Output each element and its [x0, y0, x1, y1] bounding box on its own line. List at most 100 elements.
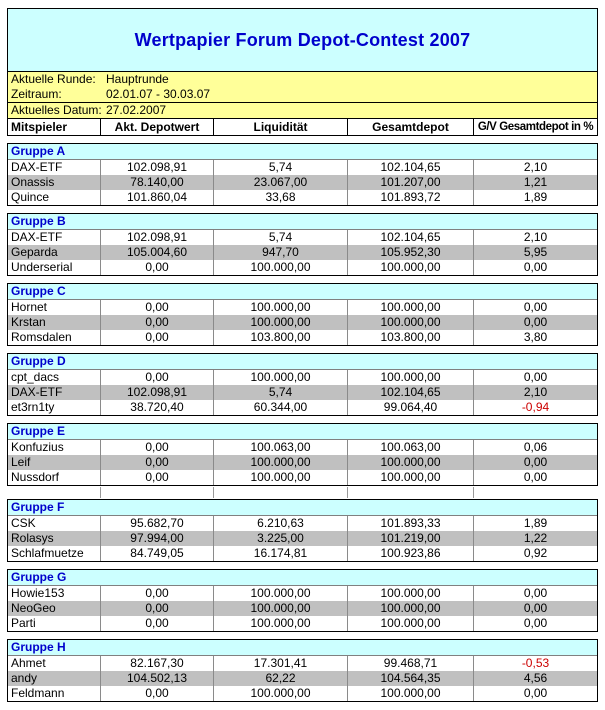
period-label: Zeitraum: — [11, 87, 62, 101]
gridline-stub — [347, 487, 348, 498]
player-name-cell: Feldmann — [11, 686, 65, 700]
value-cell: 100.063,00 — [347, 440, 473, 455]
value-cell: 0,00 — [100, 330, 213, 345]
value-cell: 2,10 — [473, 160, 597, 175]
table-row: Geparda 105.004,60 947,70 105.952,30 5,95 — [8, 245, 597, 260]
value-cell: 5,74 — [213, 230, 347, 245]
round-value: Hauptrunde — [106, 72, 169, 86]
value-cell: 38.720,40 — [100, 400, 213, 415]
value-cell: 0,00 — [473, 300, 597, 315]
value-cell: 102.098,91 — [100, 385, 213, 400]
player-name-cell: Krstan — [11, 315, 46, 329]
value-cell: 0,00 — [100, 586, 213, 601]
value-cell: 101.893,72 — [347, 190, 473, 205]
value-cell: 100.000,00 — [347, 260, 473, 275]
period-value: 02.01.07 - 30.03.07 — [106, 87, 211, 101]
player-name-cell: Rolasys — [11, 531, 54, 545]
table-row: Krstan 0,00 100.000,00 100.000,00 0,00 — [8, 315, 597, 330]
value-cell: 3,80 — [473, 330, 597, 345]
table-row: Parti 0,00 100.000,00 100.000,00 0,00 — [8, 616, 597, 631]
player-name-cell: NeoGeo — [11, 601, 56, 615]
value-cell: 100.000,00 — [347, 601, 473, 616]
value-cell: 102.104,65 — [347, 385, 473, 400]
value-cell: 0,00 — [100, 315, 213, 330]
contest-header-table: Wertpapier Forum Depot-Contest 2007 Aktu… — [7, 8, 598, 136]
value-cell: 105.004,60 — [100, 245, 213, 260]
table-row: DAX-ETF 102.098,91 5,74 102.104,65 2,10 — [8, 230, 597, 245]
value-cell: 100.000,00 — [347, 370, 473, 385]
table-row: Hornet 0,00 100.000,00 100.000,00 0,00 — [8, 300, 597, 315]
value-cell: 100.000,00 — [213, 315, 347, 330]
group-title: Gruppe H — [8, 640, 597, 656]
table-row: Onassis 78.140,00 23.067,00 101.207,00 1,21 — [8, 175, 597, 190]
player-name-cell: Quince — [11, 190, 50, 204]
value-cell: 102.098,91 — [100, 230, 213, 245]
player-name-cell: Howie153 — [11, 586, 65, 600]
player-name-cell: Parti — [11, 616, 36, 630]
value-cell: 5,74 — [213, 160, 347, 175]
value-cell: 3.225,00 — [213, 531, 347, 546]
value-cell: 102.104,65 — [347, 230, 473, 245]
column-header-gv-prozent: G/V Gesamtdepot in % — [473, 119, 597, 135]
group-title: Gruppe C — [8, 284, 597, 300]
value-cell: 0,00 — [100, 260, 213, 275]
value-cell: 101.893,33 — [347, 516, 473, 531]
player-name-cell: andy — [11, 671, 38, 685]
value-cell: 0,00 — [473, 370, 597, 385]
table-row: cpt_dacs 0,00 100.000,00 100.000,00 0,00 — [8, 370, 597, 385]
value-cell: 101.219,00 — [347, 531, 473, 546]
player-name-cell: Onassis — [11, 175, 55, 189]
date-value: 27.02.2007 — [106, 103, 167, 117]
round-label: Aktuelle Runde: — [11, 72, 96, 86]
value-cell: 23.067,00 — [213, 175, 347, 190]
value-cell: 0,00 — [473, 686, 597, 701]
value-cell: 103.800,00 — [213, 330, 347, 345]
info-row-date: Aktuelles Datum: 27.02.2007 — [8, 103, 597, 118]
table-row: Ahmet 82.167,30 17.301,41 99.468,71 -0,53 — [8, 656, 597, 671]
value-cell: 100.000,00 — [213, 300, 347, 315]
gridline-stub — [213, 487, 214, 498]
value-cell: 0,00 — [100, 455, 213, 470]
value-cell: 0,00 — [100, 470, 213, 485]
value-cell: 100.000,00 — [347, 616, 473, 631]
value-cell: 100.000,00 — [213, 686, 347, 701]
column-header-row: Mitspieler Akt. Depotwert Liquidität Ges… — [8, 118, 597, 135]
value-cell: 100.000,00 — [347, 300, 473, 315]
player-name-cell: Konfuzius — [11, 440, 64, 454]
value-cell: 100.000,00 — [347, 586, 473, 601]
value-cell: 0,06 — [473, 440, 597, 455]
player-name-cell: Underserial — [11, 260, 73, 274]
table-row: Leif 0,00 100.000,00 100.000,00 0,00 — [8, 455, 597, 470]
value-cell: 100.000,00 — [213, 470, 347, 485]
value-cell: 0,00 — [100, 616, 213, 631]
player-name-cell: et3rn1ty — [11, 400, 55, 414]
group-tables-container: Gruppe A DAX-ETF 102.098,91 5,74 102.104,65 2… — [7, 143, 598, 702]
value-cell: 95.682,70 — [100, 516, 213, 531]
table-row: et3rn1ty 38.720,40 60.344,00 99.064,40 -0,94 — [8, 400, 597, 415]
player-name-cell: Leif — [11, 455, 31, 469]
date-label: Aktuelles Datum: — [11, 103, 102, 117]
table-row: Howie153 0,00 100.000,00 100.000,00 0,00 — [8, 586, 597, 601]
value-cell: 100.000,00 — [213, 616, 347, 631]
table-row: DAX-ETF 102.098,91 5,74 102.104,65 2,10 — [8, 160, 597, 175]
value-cell: 0,00 — [473, 616, 597, 631]
value-cell: 100.923,86 — [347, 546, 473, 561]
group-title: Gruppe F — [8, 500, 597, 516]
value-cell: 2,10 — [473, 230, 597, 245]
player-name-cell: Schlafmuetze — [11, 546, 84, 560]
player-name-cell: Geparda — [11, 245, 58, 259]
value-cell: 100.000,00 — [213, 601, 347, 616]
value-cell: 102.098,91 — [100, 160, 213, 175]
table-row: NeoGeo 0,00 100.000,00 100.000,00 0,00 — [8, 601, 597, 616]
table-row: Quince 101.860,04 33,68 101.893,72 1,89 — [8, 190, 597, 205]
info-row-round: Aktuelle Runde: Hauptrunde — [8, 72, 597, 87]
value-cell: 0,00 — [473, 455, 597, 470]
value-cell: 2,10 — [473, 385, 597, 400]
group-title: Gruppe B — [8, 214, 597, 230]
column-header-gesamtdepot: Gesamtdepot — [347, 119, 473, 135]
value-cell: -0,94 — [473, 400, 597, 415]
value-cell: 0,00 — [100, 440, 213, 455]
value-cell: 62,22 — [213, 671, 347, 686]
table-row: CSK 95.682,70 6.210,63 101.893,33 1,89 — [8, 516, 597, 531]
value-cell: 105.952,30 — [347, 245, 473, 260]
